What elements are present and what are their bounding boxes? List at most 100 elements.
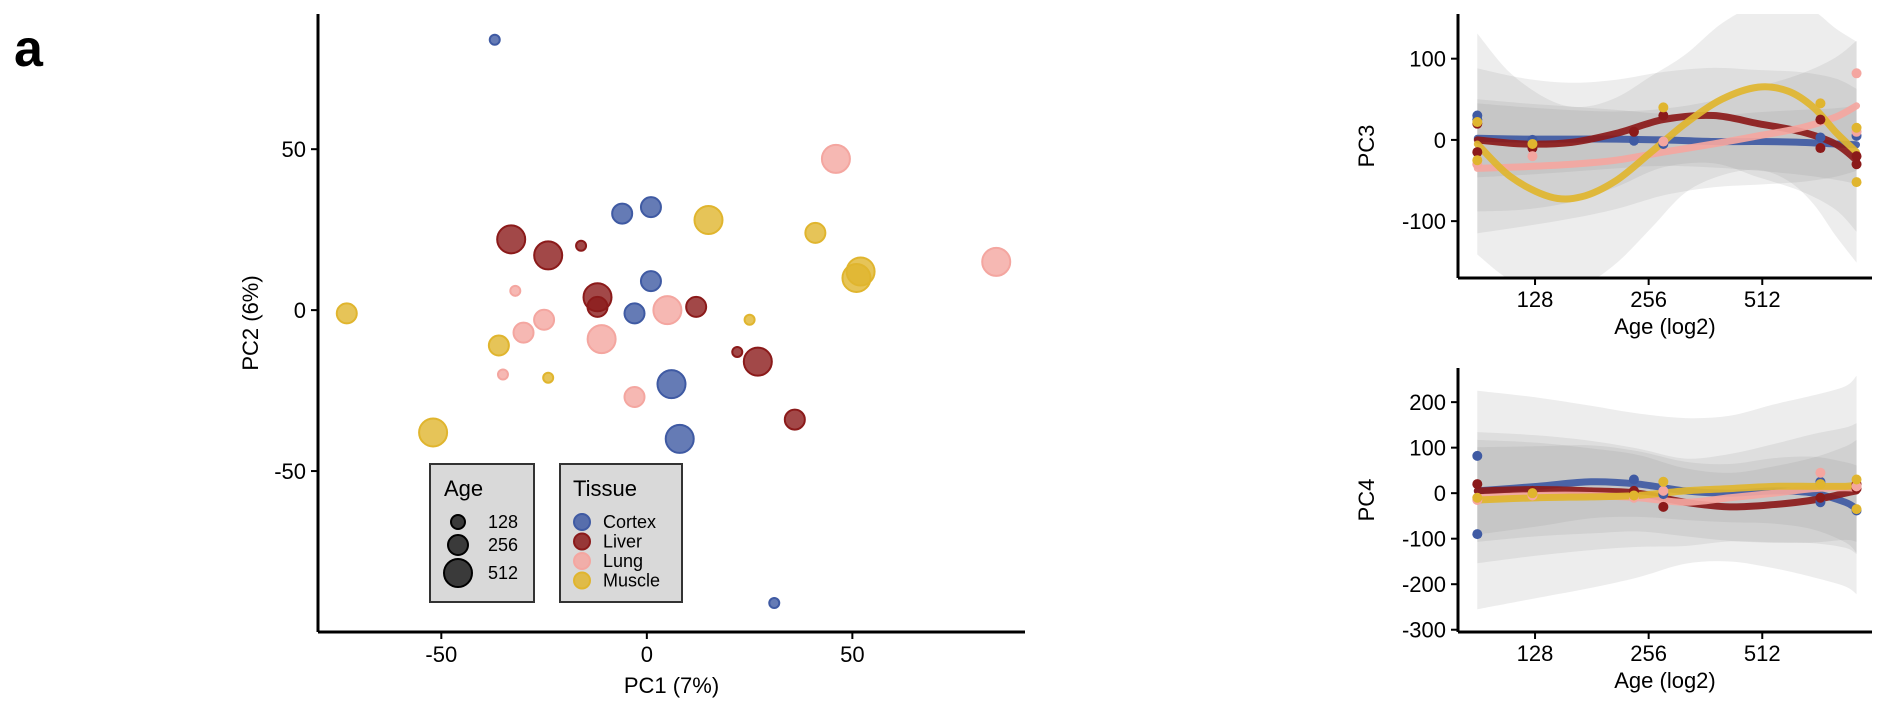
x-tick-label: 50 <box>840 642 864 667</box>
legend-tissue-title: Tissue <box>573 476 637 501</box>
point-muscle-5 <box>1851 474 1862 485</box>
legend-tissue-key-liver <box>573 532 591 551</box>
legend-age-key-256 <box>447 534 469 556</box>
x-tick-label: 512 <box>1744 641 1781 666</box>
point-cortex-6 <box>656 369 687 400</box>
point-cortex-3 <box>1628 135 1639 146</box>
point-muscle-3 <box>1658 476 1669 487</box>
point-muscle-1 <box>1472 155 1483 166</box>
y-tick-label: 50 <box>282 137 306 162</box>
point-liver-6 <box>1815 143 1826 154</box>
y-tick-label: -100 <box>1402 209 1446 234</box>
point-cortex-1 <box>768 597 781 610</box>
point-cortex-7 <box>664 423 695 454</box>
y-tick-label: 100 <box>1409 436 1446 461</box>
fit-line-muscle <box>1473 83 1861 203</box>
x-tick-label: 256 <box>1630 641 1667 666</box>
point-liver-4 <box>1815 492 1826 503</box>
point-muscle-34 <box>841 262 872 293</box>
x-axis-title: PC1 (7%) <box>624 673 719 698</box>
point-lung-22 <box>586 324 617 355</box>
point-muscle-6 <box>1851 504 1862 515</box>
x-tick-label: -50 <box>425 642 457 667</box>
point-liver-0 <box>1472 479 1483 490</box>
point-muscle-26 <box>743 313 756 326</box>
point-liver-4 <box>1658 110 1669 121</box>
point-muscle-4 <box>1815 98 1826 109</box>
point-lung-19 <box>512 321 535 344</box>
y-axis-title: PC4 <box>1354 479 1379 522</box>
point-cortex-5 <box>1815 132 1826 143</box>
point-muscle-32 <box>693 205 724 235</box>
point-liver-8 <box>575 239 588 252</box>
y-tick-label: -200 <box>1402 572 1446 597</box>
y-tick-label: 0 <box>1434 128 1446 153</box>
point-muscle-27 <box>542 371 555 384</box>
point-muscle-2 <box>1628 490 1639 501</box>
legend-age-key-128 <box>450 514 466 530</box>
point-muscle-0 <box>1472 117 1483 128</box>
x-axis-title: Age (log2) <box>1614 314 1716 339</box>
legend-age-label-512: 512 <box>488 563 518 583</box>
point-muscle-1 <box>1527 488 1538 499</box>
point-cortex-3 <box>639 196 662 219</box>
point-lung-4 <box>1851 68 1862 79</box>
point-liver-5 <box>1815 114 1826 125</box>
x-tick-label: 512 <box>1744 287 1781 312</box>
point-lung-18 <box>496 368 509 381</box>
point-lung-23 <box>652 295 683 326</box>
point-liver-9 <box>731 345 744 358</box>
legend-tissue-key-lung <box>573 552 591 570</box>
point-lung-21 <box>623 386 646 409</box>
point-liver-13 <box>496 224 527 255</box>
fit-line-muscle <box>1473 481 1861 504</box>
legend-age-key-512 <box>443 558 473 588</box>
y-tick-label: -50 <box>274 459 306 484</box>
legend-tissue-label-liver: Liver <box>603 532 642 552</box>
point-lung-17 <box>509 284 522 297</box>
y-axis-title: PC3 <box>1354 125 1379 168</box>
x-tick-label: 128 <box>1517 287 1554 312</box>
legend-age-label-256: 256 <box>488 535 518 555</box>
point-liver-11 <box>685 295 708 318</box>
y-tick-label: 0 <box>294 298 306 323</box>
point-liver-3 <box>1628 126 1639 137</box>
legend-tissue-label-muscle: Muscle <box>603 571 660 591</box>
point-liver-12 <box>783 408 806 431</box>
y-tick-label: -100 <box>1402 527 1446 552</box>
point-cortex-0 <box>1472 450 1483 461</box>
point-muscle-2 <box>1527 138 1538 149</box>
pc3-plot-area <box>1472 14 1862 278</box>
y-tick-label: 200 <box>1409 390 1446 415</box>
x-tick-label: 256 <box>1630 287 1667 312</box>
point-cortex-5 <box>623 302 646 325</box>
legend-age-label-128: 128 <box>488 512 518 532</box>
y-tick-label: 100 <box>1409 47 1446 72</box>
point-cortex-0 <box>488 33 501 46</box>
point-liver-15 <box>582 282 613 313</box>
point-lung-24 <box>820 143 851 174</box>
legend-tissue-key-cortex <box>573 513 591 531</box>
point-muscle-31 <box>418 417 449 448</box>
point-lung-3 <box>1658 485 1669 496</box>
legend-age-title: Age <box>444 476 483 501</box>
point-lung-1 <box>1527 151 1538 162</box>
point-liver-16 <box>742 346 773 377</box>
legend-tissue-key-muscle <box>573 571 591 590</box>
point-lung-25 <box>981 246 1012 277</box>
fit-line-liver <box>1473 486 1861 511</box>
point-muscle-5 <box>1851 122 1862 133</box>
pc4-age-plot: 128 256 512 -300 -200 -100 0 100 200 Age (log2) PC… <box>1354 368 1872 693</box>
x-axis-title: Age (log2) <box>1614 668 1716 693</box>
y-tick-label: 0 <box>1434 481 1446 506</box>
point-muscle-0 <box>1472 492 1483 503</box>
point-liver-14 <box>533 240 564 271</box>
point-liver-0 <box>1472 147 1483 158</box>
point-liver-8 <box>1851 151 1862 162</box>
panel-label: a <box>14 20 44 78</box>
y-axis-title: PC2 (6%) <box>238 275 263 370</box>
point-cortex-2 <box>611 202 634 225</box>
point-lung-2 <box>1658 136 1669 147</box>
